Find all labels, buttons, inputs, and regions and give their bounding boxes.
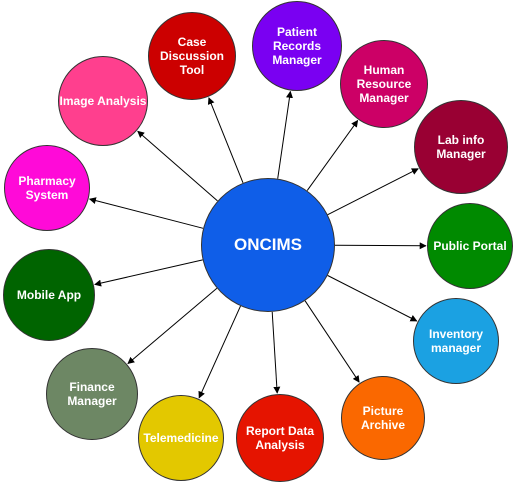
node-public-portal: Public Portal [427,203,513,289]
connector-arrow-lab-info-manager [327,168,419,216]
node-report-data-analysis: Report Data Analysis [236,394,324,482]
connector-arrow-image-analysis [137,130,218,202]
node-pharmacy-system: Pharmacy System [4,145,90,231]
connector-arrow-human-resource-manager [306,119,359,191]
hub-node-oncims: ONCIMS [201,178,335,312]
connector-arrow-picture-archive [304,300,360,383]
connector-arrow-inventory-manager [327,275,418,322]
connector-arrow-public-portal [334,242,427,250]
node-finance-manager: Finance Manager [46,348,138,440]
connector-arrow-case-discussion-tool [207,97,244,183]
connector-arrow-mobile-app [94,259,203,287]
node-lab-info-manager: Lab info Manager [414,100,508,194]
node-image-analysis: Image Analysis [58,56,148,146]
node-inventory-manager: Inventory manager [413,298,499,384]
connector-arrow-finance-manager [127,287,218,365]
node-human-resource-manager: Human Resource Manager [340,40,428,128]
node-picture-archive: Picture Archive [341,376,425,460]
node-case-discussion-tool: Case Discussion Tool [148,12,236,100]
connector-arrow-pharmacy-system [88,197,204,229]
connector-arrow-patient-records-manager [277,90,293,179]
node-mobile-app: Mobile App [3,249,95,341]
connector-arrow-report-data-analysis [271,311,281,394]
connector-arrow-telemedicine [198,305,241,399]
node-telemedicine: Telemedicine [138,395,224,481]
node-patient-records-manager: Patient Records Manager [252,1,342,91]
